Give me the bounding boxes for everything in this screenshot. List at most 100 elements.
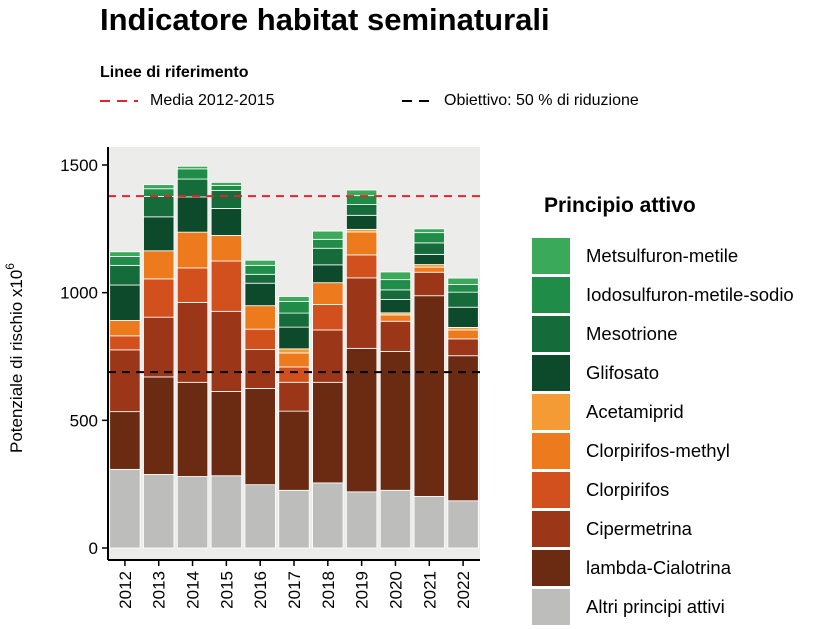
x-tick-label: 2020 (386, 571, 405, 609)
bar-segment (109, 264, 141, 286)
legend-swatch (532, 237, 570, 274)
legend-item: Clorpirifos (532, 470, 794, 509)
y-tick-label: 500 (70, 411, 98, 430)
x-tick-label: 2015 (217, 571, 236, 609)
legend-label: Acetamiprid (586, 400, 684, 422)
bar-segment (379, 320, 412, 352)
legend-swatch (532, 432, 570, 469)
y-tick-label: 1500 (60, 156, 98, 175)
legend-label: Metsulfuron-metile (586, 244, 739, 266)
x-tick-label: 2014 (184, 571, 203, 609)
bar-segment (346, 254, 378, 279)
bar-segment (447, 291, 479, 308)
bar-segment (278, 489, 310, 549)
legend-item: Acetamiprid (532, 392, 794, 431)
bar-segment (210, 190, 242, 209)
bar-segment (346, 189, 378, 197)
x-tick-label: 2021 (420, 571, 439, 609)
reference-legend-target: Obiettivo: 50 % di riduzione (402, 92, 639, 110)
bar-segment (312, 329, 344, 383)
bar-segment (244, 328, 276, 351)
x-tick-label: 2012 (116, 571, 135, 609)
bar-segment (176, 267, 209, 303)
y-tick-label: 1000 (60, 284, 98, 303)
legend-item: Metsulfuron-metile (532, 236, 794, 275)
chart-title: Indicatore habitat seminaturali (100, 2, 550, 37)
black-dashed-line-icon (402, 100, 432, 102)
bar-segment (143, 474, 175, 549)
legend-swatch (532, 315, 570, 352)
bar-segment (210, 310, 242, 392)
x-tick-label: 2017 (285, 571, 304, 609)
bar-segment (413, 295, 445, 497)
bar-segment (109, 251, 141, 257)
legend-item: lambda-Cialotrina (532, 548, 794, 587)
bar-segment (312, 282, 344, 305)
bar-segment (379, 299, 412, 314)
bar-segment (210, 235, 242, 262)
legend-item: Altri principi attivi (532, 587, 794, 626)
legend-item: Glifosato (532, 353, 794, 392)
x-tick-label: 2018 (319, 571, 338, 609)
bar-segment (413, 253, 445, 265)
bar-segment (143, 250, 175, 280)
bar-segment (447, 277, 479, 285)
legend-label: Clorpirifos-methyl (586, 439, 730, 461)
legend-swatch (532, 588, 570, 625)
bar-segment (278, 348, 310, 354)
bar-segment (143, 184, 175, 190)
bar-segment (109, 349, 141, 413)
bar-segment (447, 500, 479, 549)
bar-segment (312, 482, 344, 549)
bar-segment (244, 273, 276, 284)
bar-segment (278, 366, 310, 383)
bar-segment (244, 259, 276, 266)
bar-segment (210, 391, 242, 477)
bar-segment (413, 266, 445, 273)
bar-segment (447, 284, 479, 293)
bar-segment (312, 264, 344, 284)
bar-segment (346, 277, 378, 349)
legend-label: Iodosulfuron-metile-sodio (586, 283, 794, 305)
reference-legend-mean: Media 2012-2015 (100, 92, 275, 110)
bar-segment (143, 278, 175, 318)
bar-segment (312, 247, 344, 266)
legend-label: lambda-Cialotrina (586, 556, 731, 578)
bar-segment (312, 304, 344, 331)
bar-segment (346, 204, 378, 216)
bar-segment (413, 271, 445, 297)
bar-segment (143, 196, 175, 218)
bar-segment (312, 230, 344, 240)
bar-segment (346, 231, 378, 256)
bar-segment (447, 306, 479, 328)
bar-segment (109, 411, 141, 470)
bar-segment (109, 335, 141, 351)
bar-segment (278, 326, 310, 350)
legend-label: Clorpirifos (586, 478, 670, 500)
bar-segment (244, 388, 276, 486)
bar-segment (379, 279, 412, 291)
legend-label: Glifosato (586, 361, 660, 383)
red-dashed-line-icon (100, 100, 138, 102)
bar-segment (379, 289, 412, 300)
bar-segment (176, 168, 209, 180)
reference-lines-heading: Linee di riferimento (100, 64, 249, 81)
legend-swatch (532, 549, 570, 586)
bar-segment (312, 238, 344, 249)
bar-segment (176, 231, 209, 269)
x-tick-label: 2019 (353, 571, 372, 609)
bar-segment (379, 271, 412, 281)
legend-swatch (532, 510, 570, 547)
bar-segment (176, 178, 209, 198)
bar-segment (346, 214, 378, 230)
legend-item: Clorpirifos-methyl (532, 431, 794, 470)
legend-swatch (532, 354, 570, 391)
bar-segment (244, 349, 276, 389)
bar-segment (278, 301, 310, 314)
bar-segment (413, 496, 445, 549)
bar-segment (244, 484, 276, 549)
bar-segment (447, 329, 479, 340)
legend-items: Metsulfuron-metile Iodosulfuron-metile-so… (532, 236, 794, 626)
legend-item: Mesotrione (532, 314, 794, 353)
bar-segment (447, 355, 479, 502)
